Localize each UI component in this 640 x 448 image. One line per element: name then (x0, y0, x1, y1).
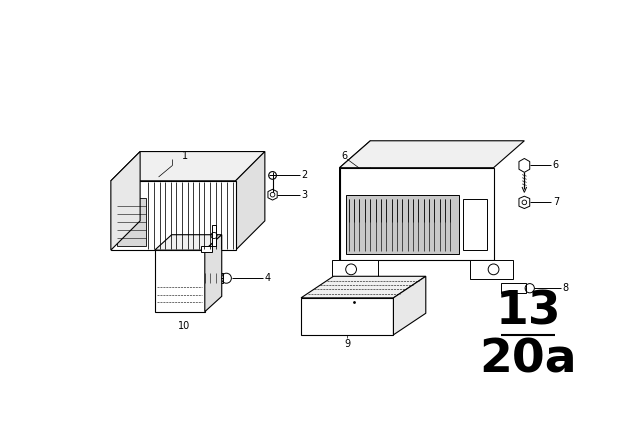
Polygon shape (470, 260, 513, 280)
Polygon shape (155, 250, 205, 312)
Polygon shape (519, 159, 530, 172)
Text: 4: 4 (265, 273, 271, 283)
Text: 20a: 20a (479, 338, 577, 383)
Text: 3: 3 (301, 190, 307, 200)
Polygon shape (268, 189, 277, 200)
Text: 6: 6 (342, 151, 348, 161)
Polygon shape (346, 195, 459, 254)
Text: 2: 2 (301, 170, 307, 181)
Polygon shape (111, 151, 140, 250)
Polygon shape (111, 151, 265, 181)
Text: 9: 9 (344, 339, 350, 349)
Text: 1: 1 (182, 151, 188, 161)
Polygon shape (111, 181, 236, 250)
Polygon shape (301, 276, 426, 298)
Polygon shape (501, 283, 526, 293)
Polygon shape (332, 260, 378, 280)
Polygon shape (463, 199, 488, 250)
Polygon shape (340, 141, 371, 260)
Text: 10: 10 (178, 321, 190, 331)
Polygon shape (155, 235, 221, 250)
Polygon shape (201, 273, 223, 283)
Polygon shape (236, 151, 265, 250)
Polygon shape (201, 225, 216, 252)
Polygon shape (301, 298, 394, 335)
Polygon shape (340, 141, 524, 168)
Polygon shape (340, 168, 493, 260)
Polygon shape (205, 235, 221, 312)
Text: 7: 7 (553, 198, 559, 207)
Text: 8: 8 (563, 283, 569, 293)
Polygon shape (394, 276, 426, 335)
Text: 6: 6 (553, 160, 559, 170)
Polygon shape (519, 196, 530, 208)
Polygon shape (117, 198, 146, 246)
Text: 13: 13 (495, 289, 561, 334)
